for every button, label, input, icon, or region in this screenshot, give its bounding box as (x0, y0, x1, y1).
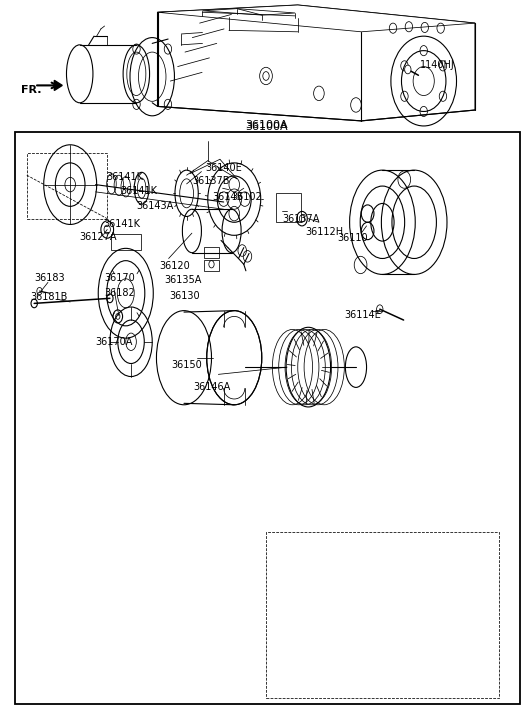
Bar (204, 247, 219, 259)
Polygon shape (54, 80, 62, 90)
Text: 36112H: 36112H (306, 227, 344, 237)
Text: 36130: 36130 (170, 291, 201, 301)
Text: 36137A: 36137A (282, 214, 319, 224)
Text: 36150: 36150 (172, 360, 203, 370)
Text: 36170A: 36170A (96, 337, 133, 347)
Circle shape (405, 65, 411, 74)
Bar (14, 132, 520, 704)
Bar (27, 153, 107, 219)
Polygon shape (157, 5, 475, 121)
Bar (111, 234, 140, 250)
Text: 36141K: 36141K (120, 186, 157, 196)
Polygon shape (157, 5, 475, 32)
Text: 36140E: 36140E (205, 163, 242, 173)
Text: 36181B: 36181B (30, 292, 68, 302)
Text: 36137B: 36137B (192, 176, 229, 186)
Text: 36183: 36183 (34, 273, 65, 283)
Text: 36146A: 36146A (193, 382, 230, 392)
Text: 36102: 36102 (231, 192, 262, 202)
Text: 36127A: 36127A (80, 232, 117, 242)
Text: 36170: 36170 (105, 273, 135, 283)
Text: 36182: 36182 (105, 288, 135, 298)
Text: 36141K: 36141K (106, 172, 143, 182)
Bar (204, 260, 219, 270)
Text: 36143A: 36143A (136, 201, 173, 211)
Text: 36100A: 36100A (245, 122, 287, 132)
Bar (276, 193, 301, 222)
Text: 1140HJ: 1140HJ (419, 60, 454, 70)
Text: 36110: 36110 (337, 233, 368, 244)
Text: 36145: 36145 (212, 192, 243, 202)
Text: 36100A: 36100A (245, 119, 287, 129)
Text: 36141K: 36141K (103, 220, 140, 230)
Text: 36135A: 36135A (164, 276, 202, 285)
Text: FR.: FR. (21, 85, 42, 95)
Text: 36120: 36120 (159, 261, 190, 270)
Bar (266, 531, 499, 698)
Text: 36114E: 36114E (344, 310, 381, 320)
